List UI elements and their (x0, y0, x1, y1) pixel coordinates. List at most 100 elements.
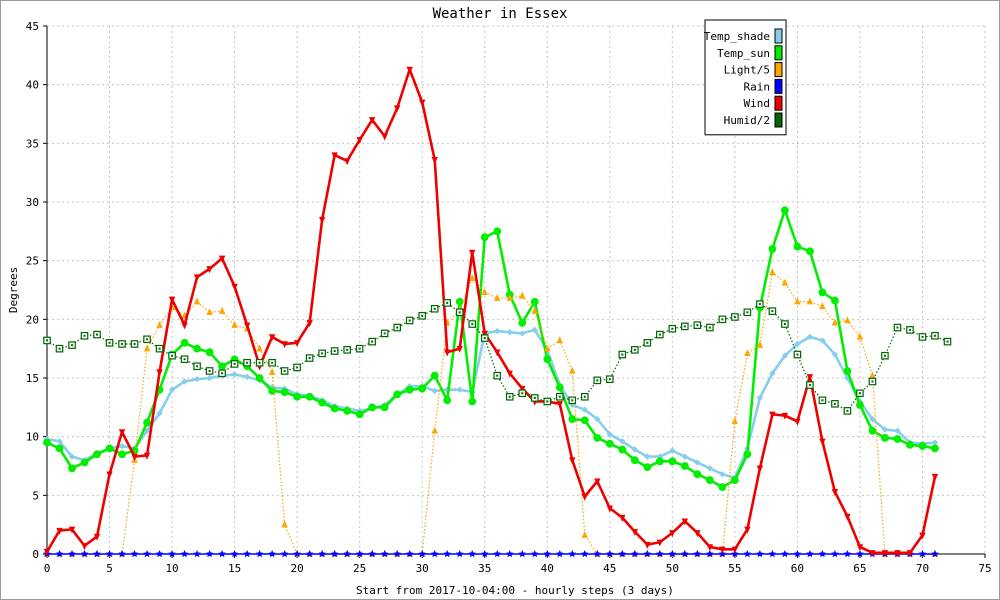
data-point-humid-2-dot (583, 395, 586, 398)
data-point-temp-sun (393, 390, 402, 399)
data-point-rain (718, 550, 727, 558)
legend-label-humid-2: Humid/2 (724, 114, 770, 127)
legend-label-rain: Rain (744, 80, 771, 93)
data-point-rain (418, 550, 426, 558)
data-point-light-5 (281, 520, 288, 528)
data-point-temp-shade (644, 453, 651, 460)
data-point-light-5 (481, 288, 488, 296)
data-point-wind (81, 543, 88, 550)
data-point-wind (356, 137, 363, 145)
data-point-wind (581, 493, 588, 501)
data-point-temp-shade (506, 329, 513, 336)
data-point-temp-sun (380, 403, 389, 412)
data-point-rain (593, 550, 602, 558)
data-point-humid-2-dot (271, 361, 274, 364)
x-tick-label: 40 (541, 562, 554, 575)
data-point-wind (594, 478, 601, 486)
data-point-humid-2-dot (946, 340, 949, 343)
data-point-rain (280, 550, 289, 558)
data-point-humid-2-dot (221, 372, 224, 375)
data-point-temp-sun (405, 385, 414, 394)
data-point-rain (480, 550, 489, 558)
x-tick-label: 5 (106, 562, 113, 575)
data-point-humid-2-dot (333, 350, 336, 353)
data-point-temp-shade (56, 438, 63, 445)
data-point-temp-shade (494, 327, 501, 335)
data-point-rain (318, 550, 326, 558)
data-point-humid-2-dot (521, 392, 524, 395)
data-point-wind (881, 550, 889, 558)
legend-swatch-humid-2 (774, 112, 783, 128)
x-tick-label: 65 (853, 562, 866, 575)
data-point-rain (505, 550, 514, 558)
data-point-humid-2-dot (196, 365, 199, 368)
data-point-humid-2-dot (708, 326, 711, 329)
data-point-humid-2-dot (633, 348, 636, 351)
data-point-rain (80, 550, 89, 558)
data-point-wind (644, 541, 651, 549)
data-point-humid-2-dot (471, 323, 474, 326)
data-point-light-5 (531, 306, 538, 314)
data-point-temp-sun (718, 483, 727, 492)
data-point-humid-2-dot (683, 325, 686, 328)
data-point-wind (919, 532, 926, 540)
data-point-temp-shade (931, 439, 939, 446)
data-point-humid-2-dot (258, 361, 261, 364)
x-tick-label: 30 (416, 562, 429, 575)
data-point-wind (281, 341, 288, 349)
data-point-light-5 (869, 371, 876, 379)
data-point-temp-shade (431, 387, 438, 395)
data-point-light-5 (519, 291, 526, 299)
data-point-temp-shade (719, 471, 726, 478)
data-point-temp-sun (330, 404, 339, 413)
data-point-humid-2-dot (183, 358, 186, 361)
x-tick-label: 50 (666, 562, 679, 575)
data-point-rain (230, 550, 239, 558)
data-point-wind (769, 411, 776, 419)
data-point-wind (293, 340, 301, 347)
data-point-humid-2-dot (308, 357, 311, 360)
data-point-temp-shade (606, 431, 613, 438)
data-point-rain (355, 550, 364, 558)
data-point-rain (793, 550, 802, 558)
data-point-humid-2-dot (346, 348, 349, 351)
data-point-temp-sun (218, 362, 226, 371)
data-point-temp-sun (780, 206, 789, 215)
data-point-wind (681, 518, 689, 526)
data-point-temp-shade (894, 427, 901, 434)
data-point-humid-2-dot (421, 314, 424, 317)
data-point-rain (818, 550, 827, 558)
data-point-wind (156, 369, 163, 377)
data-point-temp-shade (206, 374, 213, 382)
data-point-temp-shade (594, 415, 601, 423)
data-point-humid-2-dot (483, 337, 486, 340)
data-point-wind (268, 334, 276, 342)
data-point-wind (481, 330, 488, 338)
data-point-temp-shade (619, 438, 626, 445)
data-point-rain (168, 550, 176, 558)
data-point-humid-2-dot (596, 379, 599, 382)
data-point-wind (731, 546, 739, 554)
data-point-wind (431, 157, 438, 164)
data-point-temp-sun (643, 463, 652, 472)
data-point-rain (143, 550, 151, 558)
data-point-humid-2-dot (871, 380, 874, 383)
data-point-temp-shade (631, 446, 639, 453)
y-tick-label: 20 (26, 313, 39, 326)
data-point-temp-sun (68, 464, 76, 473)
data-point-temp-sun (543, 355, 552, 364)
data-point-rain (580, 550, 589, 558)
data-point-temp-shade (794, 340, 801, 348)
data-point-temp-sun (668, 457, 677, 466)
legend-swatch-rain (774, 78, 783, 94)
data-point-temp-sun (868, 426, 877, 435)
data-point-temp-sun (630, 456, 639, 465)
data-point-temp-sun (918, 442, 927, 450)
data-point-temp-sun (831, 296, 839, 305)
x-tick-label: 75 (978, 562, 991, 575)
y-tick-label: 5 (32, 489, 39, 502)
data-point-wind (619, 514, 626, 522)
y-tick-label: 0 (32, 548, 39, 561)
data-point-wind (631, 529, 639, 536)
data-point-temp-shade (669, 447, 676, 454)
